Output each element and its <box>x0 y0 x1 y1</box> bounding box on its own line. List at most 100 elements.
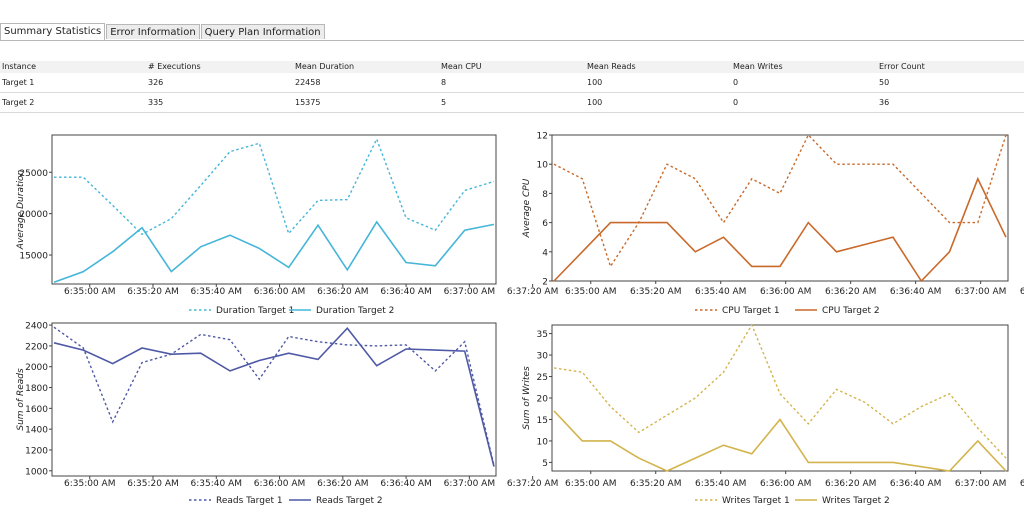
cell-mean-cpu: 8 <box>441 78 447 87</box>
writes-legend-label: Writes Target 1 <box>722 496 790 506</box>
column-header-mean-cpu[interactable]: Mean CPU <box>441 62 482 71</box>
cpu-x-tick-label: 6:36:00 AM <box>760 287 811 297</box>
writes-x-tick-label: 6:37:20 AM <box>1020 479 1024 489</box>
writes-y-axis-label: Sum of Writes <box>522 366 532 430</box>
reads-x-tick-label: 6:35:40 AM <box>191 479 242 489</box>
reads-y-tick-label: 1800 <box>25 384 48 394</box>
cpu-chart: 2 4 6 8 10 12 6:35:00 AM 6:35:20 AM 6:35:40 AM 6:… <box>522 132 1024 317</box>
reads-y-tick-label: 2200 <box>25 342 48 352</box>
column-header-mean-reads[interactable]: Mean Reads <box>587 62 636 71</box>
duration-series-2-line <box>53 220 495 284</box>
reads-legend-label: Reads Target 2 <box>316 496 383 506</box>
duration-x-tick-label: 6:36:00 AM <box>254 287 305 297</box>
cpu-x-tick-label: 6:35:40 AM <box>695 287 746 297</box>
cpu-y-tick-label: 2 <box>542 278 548 288</box>
cpu-y-tick-label: 10 <box>537 161 549 171</box>
reads-y-tick-label: 1000 <box>25 467 48 477</box>
tab-query-plan-information[interactable]: Query Plan Information <box>200 24 325 39</box>
cell-mean-duration: 22458 <box>295 78 321 87</box>
cell-mean-cpu: 5 <box>441 98 447 107</box>
cpu-x-tick-label: 6:35:00 AM <box>565 287 616 297</box>
writes-y-tick-label: 15 <box>537 416 548 426</box>
reads-y-tick-label: 2400 <box>25 322 48 332</box>
column-header-error-count[interactable]: Error Count <box>879 62 925 71</box>
cpu-y-axis-label: Average CPU <box>522 178 532 238</box>
duration-legend-label: Duration Target 2 <box>316 306 394 316</box>
duration-x-tick-label: 6:36:20 AM <box>317 287 368 297</box>
cpu-x-tick-label: 6:35:20 AM <box>630 287 681 297</box>
duration-y-tick-label: 20000 <box>19 210 48 220</box>
cpu-y-tick-label: 4 <box>542 248 548 258</box>
writes-x-tick-label: 6:35:40 AM <box>695 479 746 489</box>
writes-y-tick-label: 10 <box>537 437 549 447</box>
column-header-mean-writes[interactable]: Mean Writes <box>733 62 783 71</box>
column-header-instance[interactable]: Instance <box>2 62 37 71</box>
cell-error-count: 36 <box>879 98 890 107</box>
cell-instance: Target 2 <box>2 98 35 107</box>
reads-y-tick-label: 2000 <box>25 363 48 373</box>
writes-chart: 5 10 15 20 25 30 35 6:35:00 AM 6:35:20 AM 6:35:40… <box>522 323 1024 506</box>
tab-divider <box>0 40 1024 41</box>
duration-x-tick-label: 6:37:00 AM <box>444 287 495 297</box>
reads-x-tick-label: 6:37:00 AM <box>444 479 495 489</box>
writes-x-tick-label: 6:36:00 AM <box>760 479 811 489</box>
tab-error-information[interactable]: Error Information <box>106 24 200 39</box>
reads-y-axis-label: Sum of Reads <box>16 368 26 431</box>
column-header-mean-duration[interactable]: Mean Duration <box>295 62 355 71</box>
duration-x-tick-label: 6:35:20 AM <box>127 287 178 297</box>
reads-chart: 1000 1200 1400 1600 1800 2000 2200 2400 6:35:00 … <box>16 322 558 506</box>
cell-executions: 335 <box>148 98 164 107</box>
duration-x-tick-label: 6:36:40 AM <box>380 287 431 297</box>
cell-mean-reads: 100 <box>587 78 603 87</box>
cpu-y-tick-label: 6 <box>542 219 548 229</box>
reads-plot-frame <box>51 322 497 477</box>
table-row[interactable]: Target 2 335 15375 5 100 0 36 <box>0 93 1024 113</box>
writes-y-tick-label: 20 <box>537 395 549 405</box>
duration-y-tick-label: 25000 <box>19 169 48 179</box>
writes-series-2-line <box>553 410 1007 472</box>
cpu-x-tick-label: 6:37:00 AM <box>955 287 1006 297</box>
reads-x-tick-label: 6:36:40 AM <box>380 479 431 489</box>
reads-x-tick-label: 6:37:20 AM <box>507 479 558 489</box>
duration-chart: 15000 20000 25000 6:35:00 AM 6:35:20 AM 6:35:… <box>16 134 558 316</box>
reads-legend-label: Reads Target 1 <box>216 496 283 506</box>
cell-instance: Target 1 <box>2 78 35 87</box>
reads-series-2-line <box>53 326 495 467</box>
cell-mean-writes: 0 <box>733 98 739 107</box>
duration-y-tick-label: 15000 <box>19 252 48 262</box>
duration-x-tick-label: 6:35:40 AM <box>191 287 242 297</box>
cpu-x-tick-label: 6:36:40 AM <box>890 287 941 297</box>
reads-x-tick-label: 6:36:20 AM <box>317 479 368 489</box>
writes-x-tick-label: 6:35:20 AM <box>630 479 681 489</box>
cpu-series-2-line <box>553 176 1007 283</box>
cell-error-count: 50 <box>879 78 890 87</box>
writes-x-tick-label: 6:35:00 AM <box>565 479 616 489</box>
reads-x-tick-label: 6:35:00 AM <box>64 479 115 489</box>
cpu-legend-label: CPU Target 1 <box>722 306 780 316</box>
duration-y-axis-label: Average Duration <box>16 169 26 250</box>
column-header-executions[interactable]: # Executions <box>148 62 201 71</box>
cpu-y-tick-label: 8 <box>542 190 548 200</box>
cpu-series-1-line <box>553 133 1007 269</box>
reads-x-tick-label: 6:36:00 AM <box>254 479 305 489</box>
table-row[interactable]: Target 1 326 22458 8 100 0 50 <box>0 73 1024 93</box>
writes-series-1-line <box>553 323 1007 459</box>
writes-x-tick-label: 6:36:40 AM <box>890 479 941 489</box>
cell-mean-writes: 0 <box>733 78 739 87</box>
tab-summary-statistics[interactable]: Summary Statistics <box>0 23 106 40</box>
summary-grid: Instance # Executions Mean Duration Mean… <box>0 61 1024 113</box>
duration-x-tick-label: 6:35:00 AM <box>64 287 115 297</box>
cpu-x-tick-label: 6:37:20 AM <box>1020 287 1024 297</box>
cpu-plot-frame <box>551 134 1009 282</box>
duration-plot-frame <box>51 134 497 285</box>
cell-mean-duration: 15375 <box>295 98 321 107</box>
duration-series-1-line <box>54 137 495 236</box>
tab-strip: Summary Statistics Error Information Que… <box>0 23 326 40</box>
writes-y-tick-label: 30 <box>537 352 549 362</box>
writes-x-tick-label: 6:36:20 AM <box>825 479 876 489</box>
reads-y-tick-label: 1200 <box>25 446 48 456</box>
writes-x-tick-label: 6:37:00 AM <box>955 479 1006 489</box>
cell-mean-reads: 100 <box>587 98 603 107</box>
writes-legend-label: Writes Target 2 <box>822 496 890 506</box>
writes-y-tick-label: 5 <box>542 459 548 469</box>
